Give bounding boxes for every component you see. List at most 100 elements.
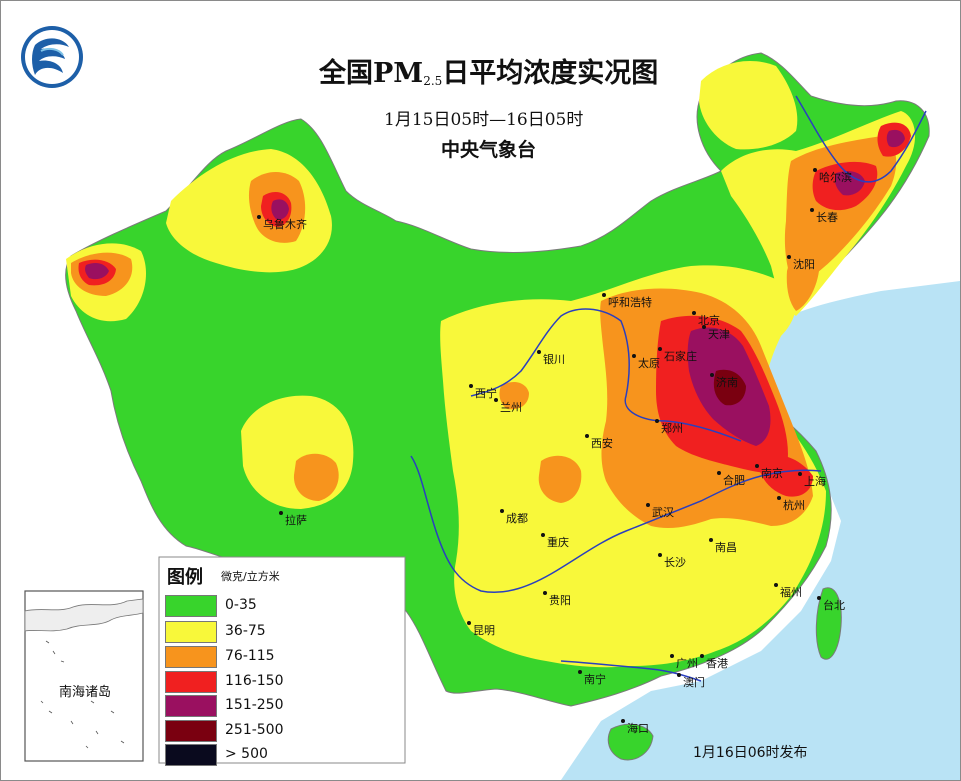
city-marker — [467, 621, 471, 625]
city-marker — [537, 350, 541, 354]
city-marker — [646, 503, 650, 507]
city-label: 天津 — [708, 328, 730, 341]
city-label: 长沙 — [664, 556, 686, 569]
city-label: 台北 — [823, 599, 845, 612]
time-range: 1月15日05时—16日05时 — [384, 110, 584, 130]
city-marker — [602, 293, 606, 297]
pm-zone-purple-harbin — [834, 171, 865, 196]
legend-swatch — [165, 646, 217, 668]
city-label: 杭州 — [783, 499, 805, 512]
city-label: 贵阳 — [549, 594, 571, 607]
city-label: 拉萨 — [285, 514, 307, 527]
city-label: 兰州 — [500, 401, 522, 414]
city-label: 昆明 — [473, 624, 495, 637]
city-label: 广州 — [676, 657, 698, 670]
city-label: 成都 — [506, 512, 528, 525]
city-marker — [658, 553, 662, 557]
city-marker — [774, 583, 778, 587]
city-marker — [543, 591, 547, 595]
release-time: 1月16日06时发布 — [693, 745, 808, 761]
city-marker — [670, 654, 674, 658]
city-label: 西宁 — [475, 387, 497, 400]
legend-swatch — [165, 695, 217, 717]
city-marker — [700, 654, 704, 658]
legend-swatch — [165, 744, 217, 766]
legend-item: > 500 — [165, 744, 385, 766]
city-label: 长春 — [816, 211, 838, 224]
city-label: 乌鲁木齐 — [263, 218, 307, 231]
city-marker — [541, 533, 545, 537]
city-label: 哈尔滨 — [819, 171, 852, 184]
city-label: 澳门 — [683, 676, 705, 689]
sea-area — [561, 281, 960, 780]
pm-zone-yellow-inner-mongolia — [699, 61, 798, 150]
city-marker — [798, 472, 802, 476]
city-marker — [279, 511, 283, 515]
city-marker — [709, 538, 713, 542]
city-label: 南京 — [761, 467, 783, 480]
city-label: 石家庄 — [664, 350, 697, 363]
pm-zone-orange-shenyang — [786, 254, 819, 311]
legend-label: 0-35 — [225, 597, 257, 613]
legend-swatch — [165, 720, 217, 742]
legend-swatch — [165, 671, 217, 693]
city-marker — [257, 215, 261, 219]
inset-coastline — [24, 598, 144, 632]
city-marker — [632, 354, 636, 358]
city-label: 合肥 — [723, 474, 745, 487]
city-label: 南昌 — [715, 541, 737, 554]
city-marker — [578, 670, 582, 674]
legend-label: > 500 — [225, 746, 268, 762]
city-label: 济南 — [716, 376, 738, 389]
city-label: 南宁 — [584, 673, 606, 686]
legend-label: 151-250 — [225, 697, 284, 713]
yangtze-river — [410, 455, 822, 594]
city-marker — [755, 464, 759, 468]
inset-islands — [40, 640, 125, 749]
legend-swatch — [165, 621, 217, 643]
legend-title: 图例 — [167, 567, 203, 588]
city-marker — [787, 255, 791, 259]
cma-logo — [21, 26, 83, 88]
city-marker — [702, 325, 706, 329]
heilongjiang-river — [795, 95, 927, 183]
city-marker — [717, 471, 721, 475]
city-label: 福州 — [780, 586, 802, 599]
legend-label: 76-115 — [225, 648, 275, 664]
pm-zone-orange-lanzhou — [499, 381, 529, 410]
pm-zone-purple-urumqi — [271, 199, 289, 220]
city-label: 上海 — [804, 475, 826, 488]
city-label: 西安 — [591, 437, 613, 450]
legend-label: 251-500 — [225, 722, 284, 738]
legend-item: 0-35 — [165, 595, 385, 617]
city-label: 郑州 — [661, 422, 683, 435]
city-label: 香港 — [706, 657, 728, 670]
legend-item: 36-75 — [165, 621, 385, 643]
pm-zone-orange-sichuan — [538, 455, 582, 503]
taiwan-island — [815, 587, 842, 660]
city-label: 太原 — [638, 357, 660, 370]
pm-zone-red-yangtze — [759, 454, 813, 497]
city-marker — [777, 496, 781, 500]
city-label: 武汉 — [652, 506, 674, 519]
pm-zone-darkred-shandong — [713, 369, 746, 406]
city-marker — [813, 168, 817, 172]
city-marker — [658, 347, 662, 351]
inset-label: 南海诸岛 — [59, 685, 112, 700]
city-marker — [469, 384, 473, 388]
pearl-river — [560, 660, 702, 682]
city-marker — [494, 398, 498, 402]
city-label: 海口 — [627, 722, 649, 735]
city-label: 重庆 — [547, 536, 569, 549]
legend-label: 36-75 — [225, 623, 266, 639]
yellow-river — [470, 308, 742, 442]
city-marker — [817, 596, 821, 600]
city-label: 沈阳 — [793, 258, 815, 271]
city-label: 银川 — [543, 353, 565, 366]
pm-zone-purple-xinjiang-west — [85, 263, 109, 280]
city-label: 呼和浩特 — [608, 296, 652, 309]
city-label: 北京 — [698, 314, 720, 327]
city-marker — [677, 673, 681, 677]
legend-item: 151-250 — [165, 695, 385, 717]
